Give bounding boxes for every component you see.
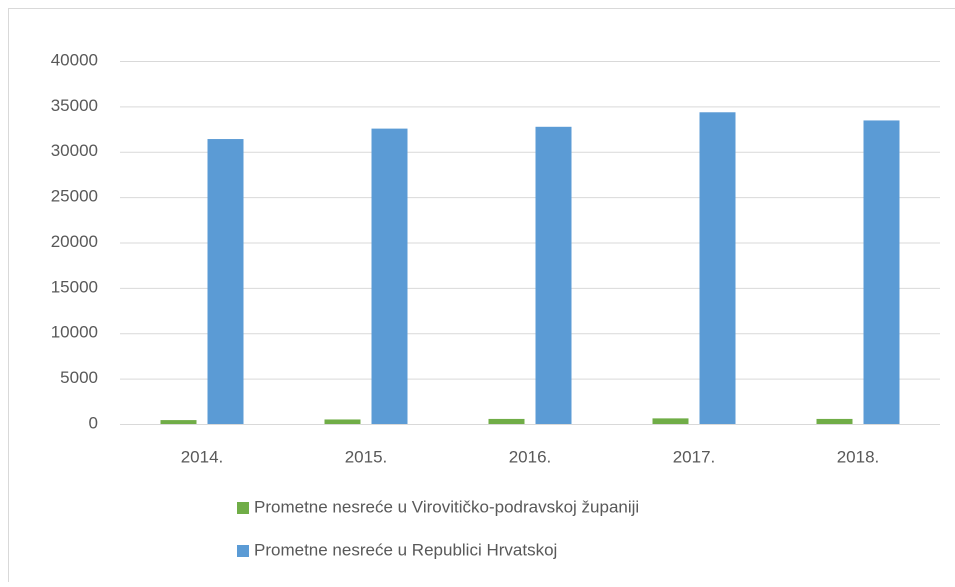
x-tick-label: 2016. [509,447,552,466]
bar [489,419,525,424]
bar [817,419,853,424]
bar [653,418,689,424]
bar [208,139,244,424]
y-tick-label: 30000 [51,141,98,160]
bar [161,420,197,424]
y-tick-label: 20000 [51,232,98,251]
bar [325,419,361,424]
y-tick-label: 35000 [51,96,98,115]
x-tick-label: 2014. [181,447,224,466]
bar [536,127,572,424]
y-tick-label: 15000 [51,277,98,296]
legend-label: Prometne nesreće u Virovitičko-podravsko… [254,497,639,516]
y-tick-label: 10000 [51,323,98,342]
chart-frame [9,9,955,583]
bar [372,129,408,424]
y-tick-label: 40000 [51,50,98,69]
x-tick-label: 2015. [345,447,388,466]
legend-label: Prometne nesreće u Republici Hrvatskoj [254,540,557,559]
y-tick-label: 5000 [60,368,98,387]
bar [700,112,736,424]
y-tick-label: 0 [89,413,98,432]
x-tick-label: 2018. [837,447,880,466]
legend-swatch [237,545,249,557]
legend-swatch [237,502,249,514]
y-tick-label: 25000 [51,187,98,206]
bar [864,120,900,424]
x-tick-label: 2017. [673,447,716,466]
